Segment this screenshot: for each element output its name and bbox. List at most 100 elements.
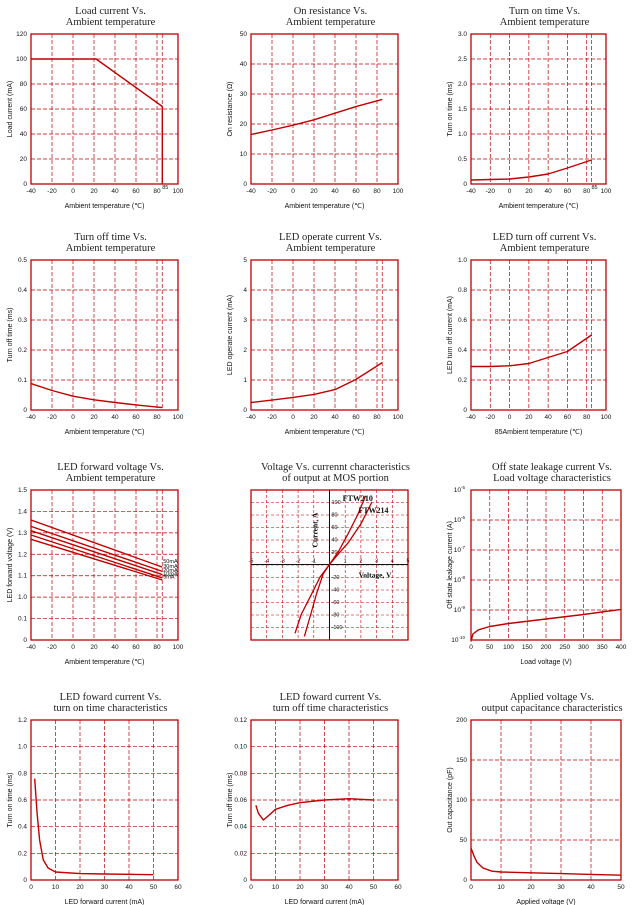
x-tick-label: -20 [267,188,277,195]
chart-subtitle: Load voltage characteristics [493,473,611,484]
y-tick-label: 10 [240,151,248,158]
y-tick-label: 100 [456,797,467,804]
x-tick-label: 80 [373,188,381,195]
y-tick-label: 1.0 [458,131,467,138]
x-tick-label: 60 [352,188,360,195]
y-axis-label: LED operate current (mA) [227,295,234,375]
x-tick-label: -20 [47,188,57,195]
y-tick-label: 2.0 [458,81,467,88]
series-50mA [30,519,163,568]
chart-title: LED turn off current Vs. [493,232,597,243]
y-tick-label: 10-8 [454,575,466,584]
chart-title: Turn on time Vs. [509,6,580,17]
series-ron [250,98,383,136]
chart-title: LED foward current Vs. [280,692,382,703]
x-axis-label: Ambient temperature (℃) [285,203,365,210]
y-tick-label: -100 [332,625,343,631]
x-tick-label: 0 [469,884,473,891]
chart-c4: Turn off time Vs.Ambient temperature -40 -… [7,232,184,436]
x-tick-label: 20 [525,188,533,195]
x-tick-label: -2 [296,559,301,565]
x-tick-label: 0 [291,188,295,195]
y-tick-label: 40 [332,538,338,544]
y-tick-label: 50 [240,31,248,38]
x-tick-label: 80 [583,414,591,421]
y-tick-label: 40 [240,61,248,68]
y-tick-label: 1.2 [18,551,27,558]
chart-subtitle: output capacitance characteristics [481,703,622,714]
x-tick-label: -40 [26,644,36,651]
series-toff [30,382,163,409]
y-axis-label: LED turn off current (mA) [447,296,454,374]
series-label-5mA: 5mA [163,574,175,580]
series-ton [470,159,592,181]
plot-frame [470,259,607,411]
y-axis-label: Out capacitance (pF) [447,767,454,832]
x-tick-label: 80 [153,188,161,195]
extra-85-label: 85 [162,185,168,191]
series-leak [470,608,622,642]
y-tick-label: 1.4 [18,508,27,515]
x-axis-label: LED forward current (mA) [285,899,365,905]
y-tick-label: 0.12 [234,717,247,724]
x-tick-label: -40 [466,414,476,421]
y-tick-label: 10-6 [454,515,466,524]
y-axis-label: Load current (mA) [7,81,14,137]
x-tick-label: 20 [76,884,84,891]
y-tick-label: 60 [332,525,338,531]
y-tick-label: 0.2 [18,850,27,857]
chart-subtitle: of output at MOS portion [282,473,389,484]
x-tick-label: -5 [249,559,254,565]
y-tick-label: 0 [243,877,247,884]
x-tick-label: 0 [71,188,75,195]
x-axis-label: Ambient temperature (℃) [65,203,145,210]
x-tick-label: 300 [578,644,589,651]
chart-title: LED operate current Vs. [279,232,382,243]
series-label-10mA: 10mA [163,572,178,578]
plot-frame [250,259,399,411]
series-label-50mA: 50mA [163,559,178,565]
y-tick-label: 0.08 [234,770,247,777]
chart-title: Applied voltage Vs. [510,692,594,703]
x-tick-label: 80 [373,414,381,421]
x-tick-label: 1 [344,559,347,565]
y-tick-label: 0.8 [458,287,467,294]
y-tick-label: 3 [243,317,247,324]
y-tick-label: 2 [243,347,247,354]
series-load [31,58,163,184]
x-tick-label: 5 [406,559,409,565]
x-tick-label: 50 [150,884,158,891]
x-tick-label: 100 [601,414,612,421]
y-tick-label: 0.6 [18,797,27,804]
x-tick-label: 50 [370,884,378,891]
y-tick-label: 1.0 [458,257,467,264]
y-tick-label: 3.0 [458,31,467,38]
plot-frame [30,719,179,881]
series-iop [250,362,383,404]
y-tick-label: 2.5 [458,56,467,63]
y-tick-label: 0.4 [18,824,27,831]
y-tick-label: 20 [20,156,28,163]
chart-subtitle: turn on time characteristics [54,703,168,714]
x-tick-label: 0 [71,414,75,421]
series-FTW214 [303,501,373,637]
x-tick-label: -20 [486,414,496,421]
x-tick-label: 40 [125,884,133,891]
plot-frame [250,33,399,185]
series-label-FTW210: FTW210 [343,494,373,503]
chart-subtitle: Ambient temperature [286,243,376,254]
x-tick-label: 20 [310,414,318,421]
x-tick-label: 100 [393,414,404,421]
x-axis-label: Ambient temperature (℃) [65,659,145,666]
x-tick-label: 100 [173,414,184,421]
y-tick-label: 20 [332,550,338,556]
chart-title: LED forward voltage Vs. [57,462,164,473]
chart-c12: Applied voltage Vs.output capacitance ch… [447,692,625,905]
y-tick-label: 1.0 [18,594,27,601]
series-ton_if [34,778,154,876]
y-tick-label: 20 [240,121,248,128]
chart-subtitle: Ambient temperature [500,243,590,254]
x-tick-label: 10 [272,884,280,891]
